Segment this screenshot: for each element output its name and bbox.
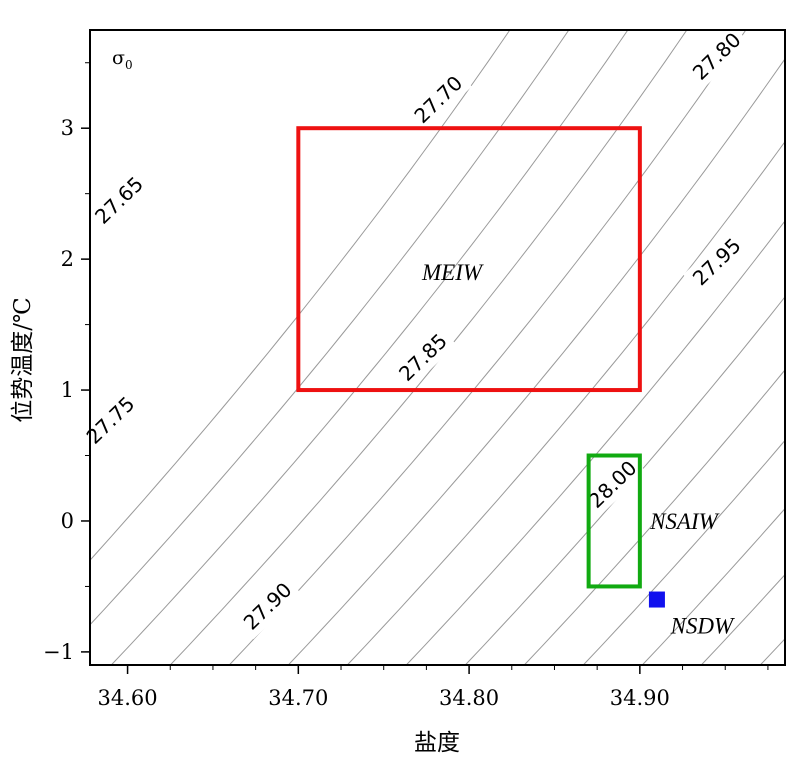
isopycnal-line bbox=[582, 439, 785, 665]
water-mass-label: NSDW bbox=[670, 614, 735, 639]
x-tick-label: 34.90 bbox=[610, 686, 670, 710]
contour-label-bg bbox=[683, 23, 751, 90]
y-tick-label: 3 bbox=[61, 116, 74, 140]
isopycnal-line bbox=[464, 296, 785, 665]
isopycnal-line bbox=[90, 30, 570, 626]
contour-label: 27.80 bbox=[688, 28, 746, 85]
water-mass-boxes: MEIW NSAIW NSDW bbox=[296, 126, 735, 639]
isopycnal-line bbox=[90, 30, 511, 561]
contour-label-bg bbox=[579, 451, 646, 518]
water-mass-box-meiw bbox=[296, 126, 642, 393]
y-tick-label: 0 bbox=[61, 509, 74, 533]
isopycnal-line bbox=[700, 573, 785, 665]
contour-label: 27.90 bbox=[239, 578, 297, 635]
y-axis: −1 0 1 2 3 bbox=[43, 62, 90, 664]
y-axis-title: 位势温度/℃ bbox=[10, 297, 36, 422]
isopycnal-line bbox=[641, 507, 785, 665]
isopycnal-contours bbox=[90, 0, 800, 700]
contour-label: 27.65 bbox=[90, 172, 148, 229]
x-tick-label: 34.60 bbox=[98, 686, 158, 710]
contour-label: 27.95 bbox=[688, 233, 746, 290]
y-tick-label: 1 bbox=[61, 378, 74, 402]
water-mass-label: MEIW bbox=[421, 260, 484, 285]
x-tick-label: 34.70 bbox=[268, 686, 328, 710]
x-tick-label: 34.80 bbox=[439, 686, 499, 710]
contour-label: 27.70 bbox=[409, 71, 467, 128]
y-tick-label: −1 bbox=[43, 640, 74, 664]
contour-label: 27.85 bbox=[394, 329, 452, 386]
y-tick-label: 2 bbox=[61, 247, 74, 271]
x-axis: 34.60 34.70 34.80 34.90 bbox=[98, 665, 769, 710]
isopycnal-line bbox=[786, 0, 800, 700]
contour-label-bg bbox=[389, 324, 457, 391]
contour-label-bg bbox=[683, 228, 751, 295]
isopycnal-line bbox=[405, 220, 785, 665]
water-mass-box-nsaiw bbox=[586, 453, 642, 589]
contour-label-bg bbox=[404, 66, 472, 133]
isopycnal-line bbox=[228, 30, 747, 665]
isopycnal-line bbox=[523, 369, 785, 665]
isopycnal-line bbox=[759, 637, 785, 665]
contour-label-bg bbox=[77, 387, 144, 454]
x-axis-title: 盐度 bbox=[414, 730, 460, 756]
contour-label: 28.00 bbox=[584, 456, 642, 513]
isopycnal-line bbox=[287, 57, 785, 665]
contour-label-bg bbox=[85, 167, 153, 234]
contour-label-bg bbox=[234, 573, 302, 640]
water-mass-point-nsdw bbox=[648, 591, 665, 608]
sigma-label: σ0 bbox=[112, 47, 133, 72]
isopycnal-line bbox=[346, 140, 785, 665]
water-mass-label: NSAIW bbox=[649, 509, 720, 534]
isopycnal-line bbox=[110, 30, 629, 665]
isopycnal-line bbox=[169, 30, 688, 665]
plot-frame bbox=[89, 29, 786, 666]
